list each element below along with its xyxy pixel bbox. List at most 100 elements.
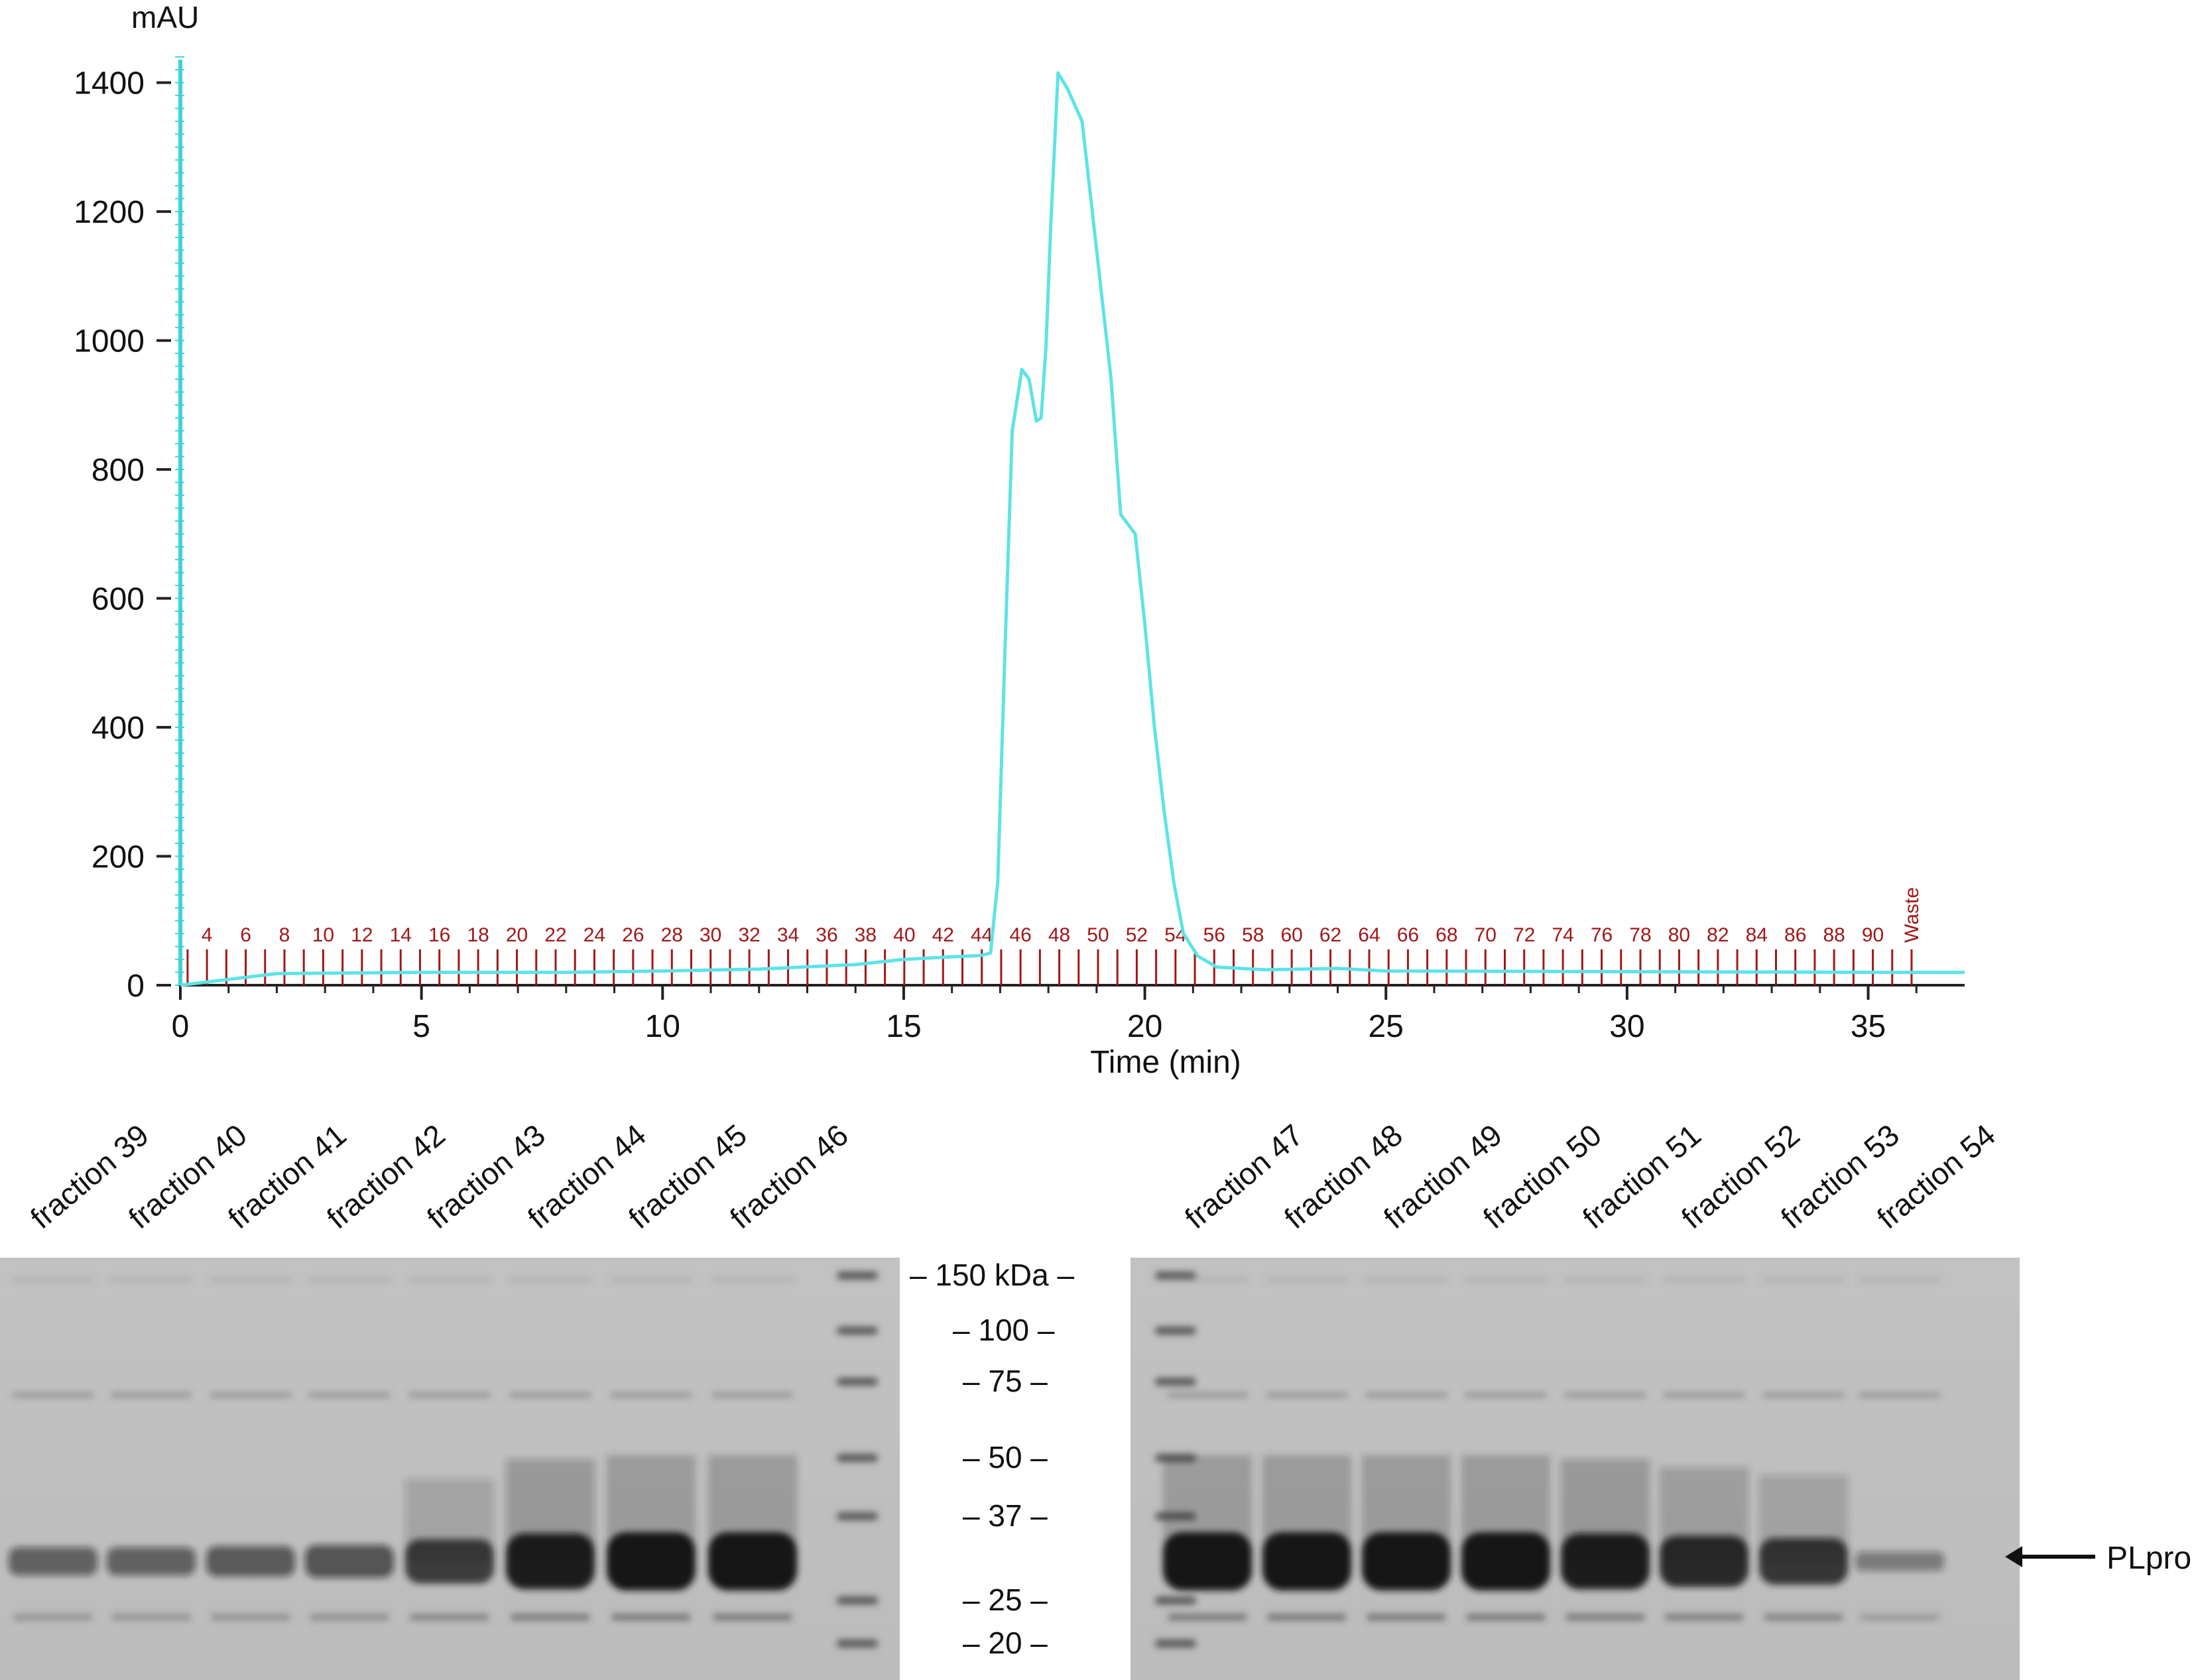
fraction-label: 62 bbox=[1319, 924, 1341, 946]
fraction-label: 72 bbox=[1513, 924, 1535, 946]
minor-band bbox=[510, 1392, 591, 1398]
minor-band bbox=[1763, 1278, 1844, 1282]
marker-label: – 75 – bbox=[963, 1364, 1048, 1398]
protein-band bbox=[1163, 1531, 1252, 1590]
fraction-label: 78 bbox=[1629, 924, 1651, 946]
fraction-label: 28 bbox=[661, 924, 683, 946]
fraction-label: 34 bbox=[777, 924, 799, 946]
minor-band bbox=[1859, 1392, 1940, 1398]
y-tick-label: 1200 bbox=[74, 195, 145, 230]
ladder-band bbox=[837, 1640, 878, 1648]
y-tick-label: 200 bbox=[92, 840, 145, 875]
protein-band bbox=[708, 1531, 797, 1590]
minor-band bbox=[1664, 1278, 1744, 1282]
marker-label: – 37 – bbox=[963, 1498, 1048, 1533]
minor-band bbox=[1167, 1392, 1248, 1398]
fraction-label: 52 bbox=[1126, 924, 1148, 946]
marker-label: – 150 kDa – bbox=[910, 1258, 1075, 1292]
fraction-label: 64 bbox=[1358, 924, 1380, 946]
minor-band bbox=[13, 1392, 93, 1398]
fraction-label: 14 bbox=[390, 924, 412, 946]
minor-band bbox=[1266, 1278, 1347, 1282]
series-line bbox=[180, 71, 1965, 987]
ladder-band bbox=[837, 1512, 878, 1520]
minor-band bbox=[1665, 1614, 1743, 1621]
minor-band bbox=[611, 1392, 692, 1398]
minor-band bbox=[310, 1614, 389, 1621]
minor-band bbox=[1565, 1392, 1646, 1398]
fraction-label: 74 bbox=[1552, 924, 1573, 946]
fraction-label: 50 bbox=[1087, 924, 1109, 946]
minor-band bbox=[712, 1278, 793, 1282]
protein-band bbox=[305, 1545, 394, 1578]
minor-band bbox=[1167, 1278, 1248, 1282]
fraction-label: 44 bbox=[971, 924, 993, 946]
x-axis-label: Time (min) bbox=[1090, 1045, 1241, 1080]
minor-band bbox=[510, 1278, 591, 1282]
minor-band bbox=[1664, 1392, 1744, 1398]
fraction-label: 76 bbox=[1591, 924, 1613, 946]
x-tick-label: 5 bbox=[412, 1009, 430, 1044]
minor-band bbox=[1266, 1392, 1347, 1398]
fraction-label: 26 bbox=[622, 924, 644, 946]
protein-band bbox=[405, 1539, 494, 1584]
y-tick-label: 1400 bbox=[74, 66, 145, 101]
fraction-label: 30 bbox=[700, 924, 721, 946]
fraction-label: 32 bbox=[738, 924, 760, 946]
protein-band bbox=[1855, 1551, 1944, 1571]
marker-label: – 25 – bbox=[963, 1583, 1048, 1617]
fraction-label: 66 bbox=[1397, 924, 1419, 946]
protein-band bbox=[1660, 1535, 1748, 1587]
fraction-label: 88 bbox=[1823, 924, 1845, 946]
minor-band bbox=[409, 1278, 490, 1282]
fraction-label: 86 bbox=[1784, 924, 1806, 946]
ladder-band bbox=[1155, 1640, 1196, 1648]
protein-band bbox=[107, 1547, 196, 1576]
fraction-label: 46 bbox=[1009, 924, 1031, 946]
minor-band bbox=[1859, 1278, 1940, 1282]
fraction-label: 18 bbox=[467, 924, 489, 946]
minor-band bbox=[1861, 1614, 1939, 1621]
minor-band bbox=[612, 1614, 690, 1621]
minor-band bbox=[410, 1614, 489, 1621]
ladder-band bbox=[837, 1454, 878, 1462]
ladder-band bbox=[837, 1272, 878, 1280]
fraction-label: 82 bbox=[1707, 924, 1729, 946]
ladder-band bbox=[1155, 1596, 1196, 1604]
x-tick-label: 25 bbox=[1369, 1009, 1404, 1044]
fraction-markers: 4 6 8 10 12 14 16 18 20 22 24 26 28 30 32 34 36 38 40 42 44 4… bbox=[186, 887, 1923, 985]
minor-band bbox=[111, 1278, 192, 1282]
minor-band bbox=[14, 1614, 92, 1621]
x-tick-label: 20 bbox=[1127, 1009, 1162, 1044]
protein-band bbox=[206, 1545, 295, 1577]
x-tick-label: 30 bbox=[1609, 1009, 1644, 1044]
marker-label: – 100 – bbox=[953, 1313, 1055, 1347]
y-axis-label: mAU bbox=[131, 0, 199, 34]
protein-band bbox=[506, 1533, 595, 1590]
fraction-label: 48 bbox=[1048, 924, 1070, 946]
minor-band bbox=[1268, 1614, 1346, 1621]
fraction-label: 58 bbox=[1242, 924, 1264, 946]
fraction-label: 56 bbox=[1203, 924, 1225, 946]
minor-band bbox=[210, 1392, 291, 1398]
fraction-label: 20 bbox=[506, 924, 528, 946]
fraction-label: 42 bbox=[932, 924, 954, 946]
fraction-label: 80 bbox=[1668, 924, 1690, 946]
protein-band bbox=[9, 1547, 97, 1576]
minor-band bbox=[611, 1278, 692, 1282]
fraction-label: 10 bbox=[312, 924, 334, 946]
minor-band bbox=[409, 1392, 490, 1398]
uv-trace bbox=[180, 71, 1965, 987]
gel-right bbox=[1131, 1258, 2020, 1680]
x-tick-label: 15 bbox=[886, 1009, 921, 1044]
minor-band bbox=[1465, 1278, 1546, 1282]
y-tick-label: 400 bbox=[92, 711, 145, 746]
y-tick-label: 800 bbox=[92, 453, 145, 488]
minor-band bbox=[511, 1614, 589, 1621]
minor-band bbox=[309, 1392, 390, 1398]
ladder-band bbox=[1155, 1327, 1196, 1335]
fraction-label: Waste bbox=[1901, 887, 1923, 943]
minor-band bbox=[212, 1614, 290, 1621]
protein-band bbox=[1461, 1531, 1550, 1590]
x-tick-label: 35 bbox=[1851, 1009, 1886, 1044]
